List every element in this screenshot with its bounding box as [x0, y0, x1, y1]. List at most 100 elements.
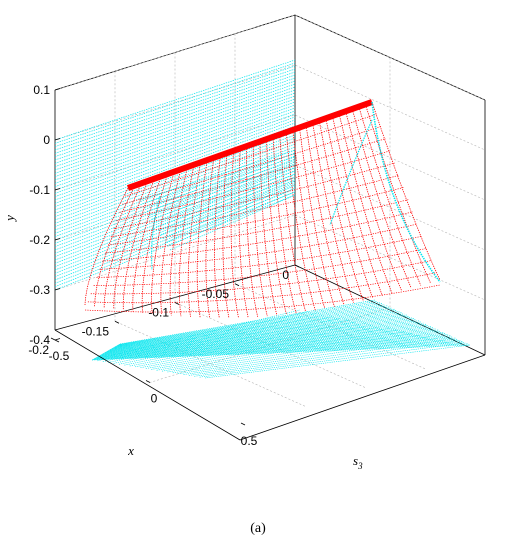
red-surface-line: [325, 118, 374, 299]
cyan-wall-line: [54, 107, 296, 194]
red-surface-line: [107, 187, 404, 246]
x-tick-mark: [294, 264, 300, 268]
red-surface-line: [110, 174, 400, 238]
cyan-floor-line: [156, 329, 398, 371]
front-floor-x-edge: [54, 329, 241, 441]
cyan-wall-line: [54, 74, 296, 157]
cyan-wall-line: [54, 65, 296, 147]
cyan-floor-line: [117, 303, 383, 346]
red-surface-line: [238, 148, 249, 318]
cyan-wall-line: [54, 98, 296, 184]
red-surface-line: [84, 187, 129, 306]
cyan-floor-line: [112, 312, 402, 349]
y-tick-label: 0.1: [33, 83, 50, 97]
cyan-inner-line: [139, 149, 296, 201]
cyan-floor-line: [102, 327, 434, 355]
cyan-floor-line: [109, 316, 412, 351]
y-tick-label: -0.4: [29, 333, 50, 347]
cyan-floor-line: [113, 310, 397, 349]
s3-axis-ticks: -0.5 0 0.5: [49, 337, 258, 448]
grid-y-line: [54, 14, 486, 101]
cyan-inner-line: [158, 177, 296, 232]
cyan-floor-line: [95, 338, 458, 359]
cyan-wall-line: [54, 131, 296, 221]
cyan-floor-line: [118, 301, 380, 346]
s3-axis-title-base: s: [353, 453, 358, 468]
axes-box-front: [54, 329, 486, 441]
cyan-wall-line: [54, 113, 296, 201]
cyan-wall-line: [54, 110, 296, 197]
cyan-floor-line: [97, 335, 451, 358]
red-surface-line: [103, 183, 142, 308]
cyan-floor-line: [172, 334, 422, 374]
cyan-floor-line: [194, 341, 454, 377]
cyan-wall-line: [54, 89, 296, 174]
red-surface-line: [125, 113, 377, 197]
x-tick-label: 0: [282, 268, 289, 282]
y-axis-title: y: [2, 215, 17, 223]
cyan-projection-floor: [91, 299, 471, 379]
cyan-floor-line: [104, 325, 429, 354]
s3-tick-label: 0.5: [241, 434, 258, 448]
cyan-floor-line: [91, 344, 471, 361]
red-surface-line: [113, 162, 395, 230]
cyan-floor-line: [114, 307, 393, 348]
cyan-floor-line: [161, 331, 406, 372]
cyan-wall-line: [54, 86, 296, 171]
cyan-floor-line: [107, 319, 417, 352]
cyan-wall-line: [54, 134, 296, 224]
cyan-wall-line: [54, 137, 296, 227]
cyan-floor-line: [119, 299, 376, 345]
y-tick-mark: [54, 138, 61, 141]
cyan-wall-line: [54, 95, 296, 181]
y-tick-mark: [54, 238, 61, 241]
cyan-inner-line: [329, 119, 373, 226]
cyan-wall-line: [54, 146, 296, 237]
cyan-floor-line: [119, 300, 378, 345]
cyan-inner-line: [169, 194, 296, 251]
cyan-floor-line: [99, 331, 444, 356]
cyan-inner-line: [146, 160, 296, 212]
red-surface-line: [151, 171, 175, 314]
cyan-floor-line: [118, 318, 341, 365]
x-axis-title: x: [127, 443, 134, 458]
cyan-wall-line: [54, 83, 296, 167]
cyan-floor-line: [94, 340, 461, 359]
cyan-wall-line: [54, 167, 296, 261]
cyan-floor-line: [199, 343, 462, 378]
cyan-inner-line: [371, 101, 441, 283]
red-surface: [84, 99, 441, 318]
red-surface-line: [102, 211, 413, 262]
cyan-floor-line: [183, 338, 438, 375]
cyan-floor-line: [117, 304, 385, 346]
s3-axis-title-sub: 3: [357, 461, 363, 471]
cyan-floor-line: [178, 336, 430, 375]
red-surface-line: [90, 260, 432, 295]
cyan-floor-line: [124, 319, 349, 366]
red-surface-line: [292, 129, 326, 309]
y-tick-label: 0: [43, 133, 50, 147]
cyan-inner-line: [162, 184, 296, 239]
cyan-floor-line: [111, 313, 405, 350]
x-tick-label: -0.1: [148, 306, 169, 320]
red-surface-line: [285, 132, 316, 311]
cyan-wall-line: [54, 122, 296, 211]
s3-tick-label: -0.5: [49, 349, 70, 363]
y-axis-ticks: 0.1 0 -0.1 -0.2 -0.3 -0.4: [29, 83, 61, 347]
cyan-floor-line: [114, 308, 395, 348]
red-surface-line: [272, 136, 297, 314]
x-tick-mark: [174, 302, 180, 305]
red-surface-line: [358, 106, 422, 286]
s3-tick-mark: [50, 337, 56, 341]
s3-axis-title: s3: [353, 453, 363, 471]
cyan-floor-line: [151, 328, 390, 370]
red-surface-line: [141, 173, 168, 313]
red-surface-line: [169, 166, 188, 316]
red-surface-line: [305, 125, 345, 305]
cyan-inner-line: [165, 187, 296, 243]
red-surface-line: [122, 178, 155, 311]
cyan-inner-line: [167, 191, 296, 247]
cyan-floor-line: [97, 311, 309, 362]
front-floor-s3-edge: [239, 354, 486, 441]
